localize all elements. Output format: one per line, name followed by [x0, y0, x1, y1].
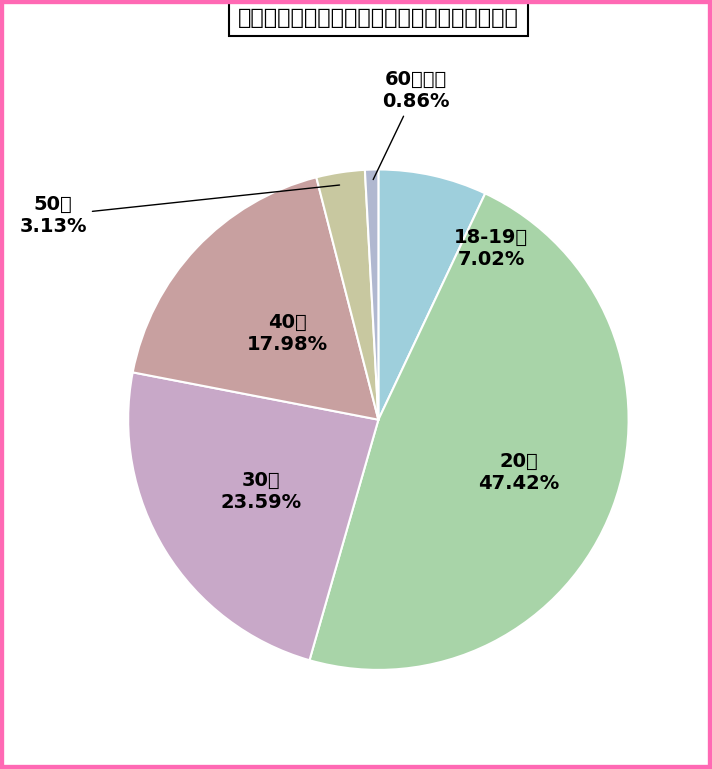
Wedge shape: [310, 194, 629, 670]
Text: 20代
47.42%: 20代 47.42%: [478, 452, 560, 493]
Wedge shape: [365, 169, 378, 420]
Wedge shape: [378, 169, 485, 420]
Title: 神奈川県のワクワクメール：女性会員の年齢層: 神奈川県のワクワクメール：女性会員の年齢層: [238, 8, 519, 28]
Wedge shape: [132, 178, 378, 420]
Text: 30代
23.59%: 30代 23.59%: [221, 471, 302, 512]
Text: 18-19歳
7.02%: 18-19歳 7.02%: [454, 228, 528, 268]
Text: 40代
17.98%: 40代 17.98%: [247, 314, 328, 355]
Text: 50代
3.13%: 50代 3.13%: [19, 185, 340, 236]
Wedge shape: [316, 170, 378, 420]
Text: 60代以上
0.86%: 60代以上 0.86%: [373, 70, 450, 180]
Wedge shape: [128, 372, 378, 661]
